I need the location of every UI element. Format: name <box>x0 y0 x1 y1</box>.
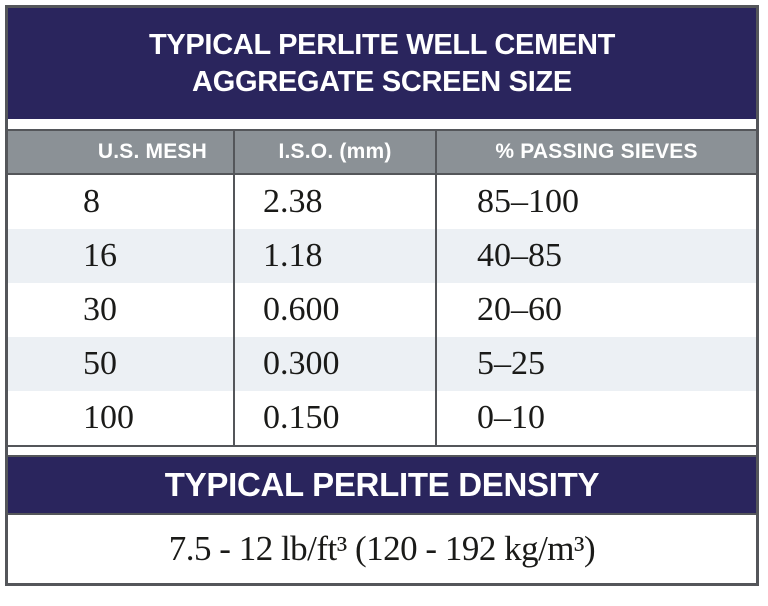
cell-passing: 85–100 <box>477 183 579 220</box>
table-row: 30 0.600 20–60 <box>8 283 756 337</box>
cell-us-mesh: 16 <box>8 229 235 283</box>
cell-iso-mm: 0.150 <box>235 391 437 445</box>
table-row: 16 1.18 40–85 <box>8 229 756 283</box>
cell-iso-mm: 0.600 <box>235 283 437 337</box>
density-value: 7.5 - 12 lb/ft³ (120 - 192 kg/m³) <box>8 515 756 583</box>
column-header-us-mesh: U.S. MESH <box>8 131 235 173</box>
screen-size-table: U.S. MESH I.S.O. (mm) % PASSING SIEVES 8… <box>8 129 756 447</box>
cell-iso-mm: 2.38 <box>235 175 437 229</box>
cell-us-mesh: 100 <box>8 391 235 445</box>
cell-us-mesh: 30 <box>8 283 235 337</box>
cell-iso-mm: 1.18 <box>235 229 437 283</box>
title-banner: TYPICAL PERLITE WELL CEMENT AGGREGATE SC… <box>8 8 756 119</box>
cell-us-mesh: 50 <box>8 337 235 391</box>
table-bottom-border <box>8 445 756 447</box>
column-header-passing-sieves: % PASSING SIEVES <box>495 140 698 163</box>
table-header-row: U.S. MESH I.S.O. (mm) % PASSING SIEVES <box>8 129 756 175</box>
table-row: 100 0.150 0–10 <box>8 391 756 445</box>
density-banner: TYPICAL PERLITE DENSITY <box>8 455 756 513</box>
title-line-1: TYPICAL PERLITE WELL CEMENT <box>148 29 616 62</box>
cell-iso-mm: 0.300 <box>235 337 437 391</box>
column-header-iso-mm: I.S.O. (mm) <box>235 131 437 173</box>
table-row: 50 0.300 5–25 <box>8 337 756 391</box>
cell-passing: 0–10 <box>477 399 545 436</box>
section-gap <box>8 119 756 129</box>
density-divider <box>8 513 756 515</box>
section-gap <box>8 447 756 455</box>
table-row: 8 2.38 85–100 <box>8 175 756 229</box>
cell-passing: 20–60 <box>477 291 562 328</box>
title-line-2: AGGREGATE SCREEN SIZE <box>192 65 572 98</box>
cell-us-mesh: 8 <box>8 175 235 229</box>
density-title: TYPICAL PERLITE DENSITY <box>164 466 600 503</box>
cell-passing: 40–85 <box>477 237 562 274</box>
datasheet-table-frame: TYPICAL PERLITE WELL CEMENT AGGREGATE SC… <box>5 5 759 586</box>
cell-passing: 5–25 <box>477 345 545 382</box>
